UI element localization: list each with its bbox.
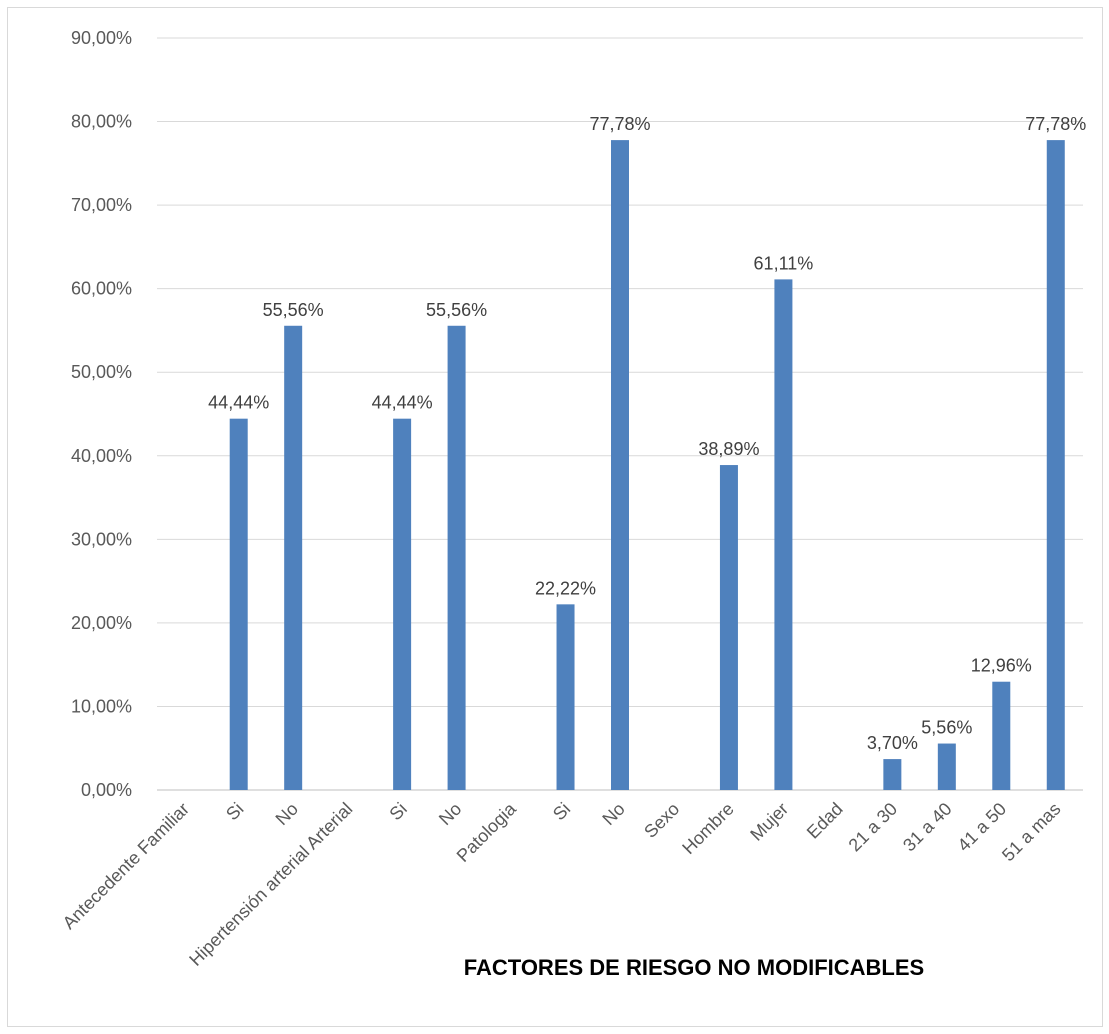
bar bbox=[447, 325, 466, 790]
y-tick-label: 30,00% bbox=[71, 529, 132, 549]
x-category-label: Sexo bbox=[640, 799, 683, 842]
x-category-label: Hipertensión arterial Arterial bbox=[185, 799, 356, 970]
y-tick-label: 40,00% bbox=[71, 446, 132, 466]
x-category-label: 51 a mas bbox=[998, 799, 1065, 866]
data-label: 44,44% bbox=[208, 393, 269, 413]
x-category-label: Si bbox=[222, 799, 247, 824]
x-category-label: No bbox=[272, 799, 302, 829]
x-category-label: Edad bbox=[803, 799, 847, 843]
bar bbox=[937, 743, 956, 790]
data-label: 55,56% bbox=[263, 300, 324, 320]
y-tick-label: 80,00% bbox=[71, 112, 132, 132]
bar bbox=[883, 759, 902, 790]
chart-frame bbox=[7, 7, 1103, 1027]
x-category-label: 21 a 30 bbox=[845, 799, 902, 856]
y-tick-label: 20,00% bbox=[71, 613, 132, 633]
data-label: 77,78% bbox=[589, 114, 650, 134]
data-label: 22,22% bbox=[535, 578, 596, 598]
gridlines bbox=[157, 37, 1083, 791]
x-category-label: No bbox=[435, 799, 465, 829]
y-tick-label: 50,00% bbox=[71, 362, 132, 382]
data-label: 44,44% bbox=[372, 393, 433, 413]
y-tick-label: 70,00% bbox=[71, 195, 132, 215]
bar bbox=[284, 325, 303, 790]
y-axis-ticks: 0,00% 10,00% 20,00% 30,00% 40,00% 50,00% 60,00… bbox=[71, 28, 132, 800]
y-tick-label: 60,00% bbox=[71, 279, 132, 299]
bar bbox=[992, 681, 1011, 790]
data-label: 61,11% bbox=[754, 253, 814, 273]
bar bbox=[611, 140, 629, 791]
y-tick-label: 0,00% bbox=[81, 780, 132, 800]
bar bbox=[1046, 140, 1065, 791]
x-axis-title: FACTORES DE RIESGO NO MODIFICABLES bbox=[464, 955, 924, 980]
bar bbox=[229, 418, 248, 790]
bars bbox=[229, 140, 1065, 791]
data-label: 5,56% bbox=[921, 718, 972, 738]
x-category-label: Hombre bbox=[678, 799, 737, 858]
data-label: 38,89% bbox=[698, 439, 759, 459]
bar bbox=[556, 604, 575, 790]
bar bbox=[774, 279, 793, 790]
x-category-label: Mujer bbox=[746, 799, 792, 845]
data-label: 55,56% bbox=[426, 300, 487, 320]
x-category-label: 31 a 40 bbox=[899, 799, 956, 856]
x-category-label: Antecedente Familiar bbox=[59, 799, 193, 933]
x-category-label: Si bbox=[549, 799, 574, 824]
data-label: 3,70% bbox=[867, 733, 918, 753]
y-tick-label: 10,00% bbox=[71, 696, 132, 716]
y-tick-label: 90,00% bbox=[71, 28, 132, 48]
data-label: 77,78% bbox=[1025, 114, 1086, 134]
data-labels: 44,44% 55,56% 44,44% 55,56% 22,22% 77,78% 38,8… bbox=[208, 114, 1086, 753]
x-category-label: No bbox=[598, 799, 628, 829]
x-category-label: Patologia bbox=[453, 798, 521, 866]
x-category-label: Si bbox=[385, 799, 410, 824]
data-label: 12,96% bbox=[971, 656, 1032, 676]
bar bbox=[393, 418, 412, 790]
bar bbox=[719, 465, 738, 790]
